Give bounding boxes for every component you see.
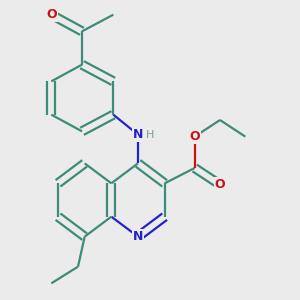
Text: O: O bbox=[215, 178, 225, 191]
Text: O: O bbox=[189, 130, 200, 143]
Text: N: N bbox=[133, 230, 143, 243]
Text: H: H bbox=[146, 130, 154, 140]
Text: O: O bbox=[46, 8, 57, 21]
Text: N: N bbox=[133, 128, 143, 141]
